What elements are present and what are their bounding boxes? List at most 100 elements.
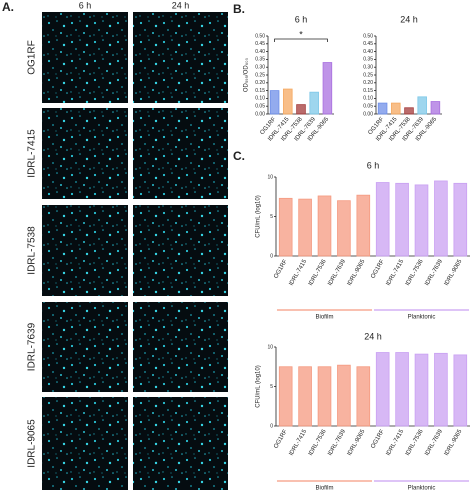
column-header: 6 h: [79, 0, 92, 10]
bar: [430, 101, 441, 115]
group-label: Biofilm: [315, 315, 333, 321]
bar: [356, 366, 371, 427]
y-tick-label: 0.10: [255, 96, 265, 102]
group-label: Biofilm: [315, 486, 333, 492]
row-label: IDRL-7415: [27, 129, 38, 178]
bar: [269, 90, 280, 115]
y-tick-label: 0.50: [363, 33, 373, 39]
x-tick-label: OG1RF: [370, 429, 386, 450]
y-tick-label: 0.45: [363, 41, 373, 47]
charts: 6 hOD₅₉₅/OD₆₀₀0.000.050.100.150.200.250.…: [244, 14, 470, 492]
significance-bracket: [274, 38, 328, 42]
bar: [337, 200, 351, 257]
x-tick-label: IDRL-7415: [288, 428, 308, 457]
bar: [434, 180, 448, 257]
x-tick-label: IDRL-7639: [327, 258, 347, 287]
bar: [322, 62, 333, 115]
bar: [375, 352, 390, 427]
y-tick-label: 0.35: [363, 57, 373, 63]
bar: [404, 107, 414, 115]
bar: [317, 195, 332, 257]
micrograph: [42, 205, 128, 296]
y-tick-label: 0.45: [255, 41, 265, 47]
bar: [375, 182, 390, 257]
y-tick-label: 0.35: [255, 57, 265, 63]
bar: [309, 91, 319, 115]
row-label: IDRL-7538: [27, 226, 38, 275]
y-tick-label: 5: [270, 214, 273, 220]
row-label: IDRL-7639: [27, 322, 38, 371]
bar: [337, 364, 351, 427]
y-tick-label: 0.10: [363, 96, 373, 102]
bar: [414, 184, 429, 257]
x-tick-label: IDRL-7415: [385, 258, 405, 287]
y-tick-label: 10: [267, 344, 273, 350]
y-tick-label: 0: [270, 253, 273, 259]
micrograph: [133, 108, 228, 199]
y-tick-label: 0.05: [255, 104, 265, 110]
micrograph: [133, 397, 228, 490]
group-label: Planktonic: [408, 315, 436, 321]
x-tick-label: IDRL-7639: [327, 428, 347, 457]
bar: [298, 198, 312, 257]
bar: [296, 104, 306, 115]
column-header: 24 h: [172, 0, 190, 10]
y-tick-label: 0.15: [363, 88, 373, 94]
group-label: Planktonic: [408, 486, 436, 492]
x-tick-label: IDRL-7639: [424, 258, 444, 287]
y-tick-label: 0.00: [363, 111, 373, 117]
y-tick-label: 0.25: [255, 72, 265, 78]
y-tick-label: 10: [267, 174, 273, 180]
panel-label: B.: [233, 2, 245, 16]
y-tick-label: 0.05: [363, 104, 373, 110]
x-tick-label: IDRL-9065: [444, 258, 464, 287]
y-tick-label: 0.00: [255, 111, 265, 117]
bar: [453, 354, 468, 427]
y-tick-label: 0.40: [363, 49, 373, 55]
y-tick-label: 0: [270, 423, 273, 429]
bar: [356, 194, 371, 257]
annotation: *: [299, 29, 303, 39]
x-tick-label: IDRL-7536: [405, 428, 425, 457]
y-tick-label: 0.15: [255, 88, 265, 94]
bar: [283, 88, 293, 115]
microscopy-panel: 6 h 24 h OG1RF IDRL-7415 IDRL-7538 IDRL-7639 I…: [27, 0, 228, 490]
x-tick-label: IDRL-7536: [308, 428, 328, 457]
x-tick-label: OG1RF: [273, 259, 289, 280]
x-tick-label: IDRL-9065: [347, 428, 367, 457]
y-tick-label: 0.30: [255, 65, 265, 71]
bar: [395, 352, 409, 427]
row-label: IDRL-9065: [27, 419, 38, 468]
y-axis-label: CFU/mL (log10): [256, 365, 262, 407]
y-tick-label: 5: [270, 384, 273, 390]
micrograph: [133, 302, 228, 392]
micrograph: [42, 108, 128, 199]
bar: [317, 366, 332, 427]
y-tick-label: 0.30: [363, 65, 373, 71]
chart-title: 6 h: [367, 160, 380, 170]
panel-label: A.: [2, 0, 14, 14]
y-tick-label: 0.25: [363, 72, 373, 78]
bar: [453, 182, 468, 257]
x-tick-label: IDRL-7415: [288, 258, 308, 287]
x-tick-label: OG1RF: [370, 259, 386, 280]
y-axis-label: OD₅₉₅/OD₆₀₀: [244, 57, 250, 92]
y-tick-label: 0.50: [255, 33, 265, 39]
y-axis-label: CFU/mL (log10): [256, 195, 262, 237]
micrograph: [42, 302, 128, 392]
chart-title: 24 h: [400, 14, 418, 24]
bar: [377, 102, 388, 115]
bar: [417, 96, 427, 115]
y-tick-label: 0.40: [255, 49, 265, 55]
x-tick-label: IDRL-7536: [308, 258, 328, 287]
bar: [391, 102, 401, 115]
bar: [395, 182, 409, 257]
micrograph: [42, 397, 128, 490]
y-tick-label: 0.20: [363, 80, 373, 86]
x-tick-label: OG1RF: [273, 429, 289, 450]
x-tick-label: IDRL-7415: [385, 428, 405, 457]
bar: [434, 352, 448, 427]
chart-title: 6 h: [295, 14, 308, 24]
x-tick-label: IDRL-7536: [405, 258, 425, 287]
